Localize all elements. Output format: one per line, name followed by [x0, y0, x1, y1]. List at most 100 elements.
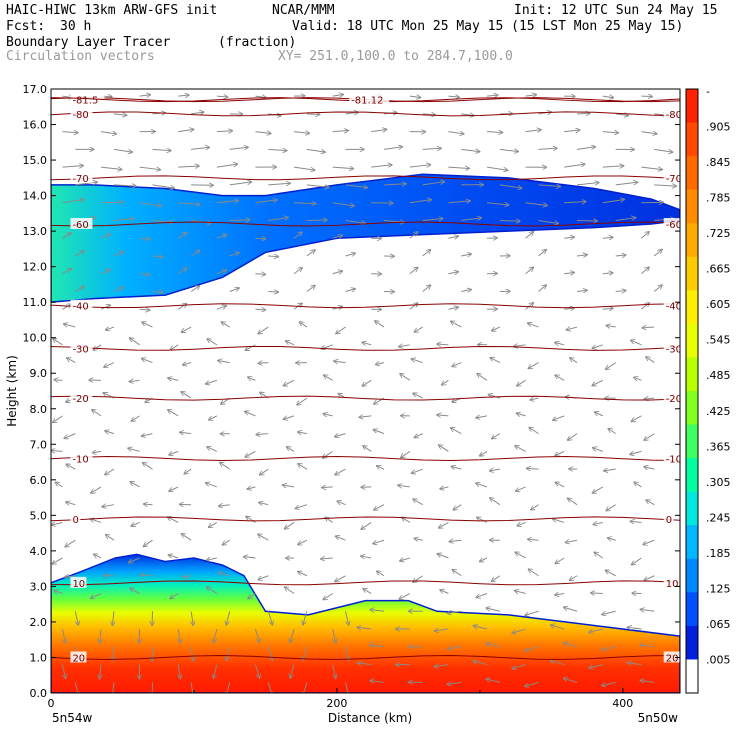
vector-arrow [283, 379, 295, 385]
vector-arrow [216, 200, 239, 202]
vector-arrow [287, 447, 295, 452]
colorbar: - .905 .845 .785 .725 .665 .605 .545 .485 .425 .36… [685, 85, 731, 694]
vector-arrow [486, 95, 498, 96]
vector-arrow [229, 147, 248, 149]
vector-arrow [409, 200, 431, 204]
vector-arrow [52, 557, 63, 564]
colorbar-label: .485 [706, 369, 731, 382]
vector-arrow [589, 628, 603, 632]
vector-arrow [643, 539, 655, 544]
vector-arrow [216, 235, 226, 239]
y-tick-label: 11.0 [23, 296, 48, 309]
vector-arrow [268, 256, 278, 257]
vector-arrow [628, 627, 642, 629]
y-tick-label: 15.0 [23, 154, 48, 167]
vector-arrow [631, 340, 642, 346]
isotherm-line [51, 175, 680, 181]
vector-arrow [332, 628, 336, 643]
isotherm-line [51, 395, 680, 401]
vector-arrow [65, 539, 76, 546]
upper-tracer-region [51, 173, 680, 303]
isotherm-label-bg [70, 452, 93, 464]
vector-arrow [514, 345, 526, 347]
vector-arrow [143, 463, 153, 470]
vector-arrow [206, 483, 218, 488]
vector-arrow [551, 625, 565, 630]
vector-arrow [490, 498, 501, 506]
vector-arrow [324, 375, 333, 381]
vector-arrow [169, 486, 179, 491]
vector-arrow [448, 167, 469, 168]
isotherm-label-bg [663, 342, 680, 354]
vector-arrow [209, 522, 218, 527]
isotherm-label: 10 [666, 579, 679, 590]
vector-arrow [296, 504, 308, 509]
vector-arrow [594, 552, 604, 559]
vector-arrow [139, 202, 161, 206]
vector-arrow [439, 522, 449, 527]
vector-arrow [91, 486, 102, 493]
vector-arrow [412, 468, 423, 473]
vector-arrow [248, 377, 256, 380]
isotherm-label: -60 [666, 220, 682, 231]
vector-arrow [451, 321, 462, 328]
vector-arrow [178, 628, 180, 643]
vector-arrow [602, 646, 616, 650]
vector-arrow [334, 361, 346, 363]
vector-arrow [54, 590, 63, 593]
y-axis-ticks: 0.0 1.0 2.0 3.0 4.0 5.0 6.0 7.0 8.0 9.0 10.0 11.0 12… [23, 83, 680, 700]
vector-arrow [630, 521, 642, 522]
vector-arrow [255, 132, 270, 134]
vector-arrow [538, 285, 546, 292]
colorbar-label: .065 [706, 618, 731, 631]
vector-arrow [218, 360, 230, 362]
vector-arrow [591, 593, 603, 594]
vector-arrow [602, 132, 618, 133]
vector-arrow [62, 166, 83, 168]
vector-arrow [52, 522, 63, 524]
vector-arrow [564, 308, 574, 309]
isotherm-label: 10 [72, 579, 85, 590]
vector-arrow [74, 611, 78, 625]
isotherm-label-bg [70, 218, 93, 230]
isotherm-line [51, 580, 680, 586]
vector-arrow [345, 184, 367, 188]
y-tick-label: 16.0 [23, 119, 48, 132]
vector-arrow [451, 428, 462, 435]
vector-arrow [476, 593, 488, 598]
vector-arrow [131, 521, 140, 526]
vector-arrow [303, 682, 308, 693]
vector-arrow [64, 433, 76, 439]
vector-arrow [630, 451, 642, 454]
vector-arrow [435, 665, 449, 667]
vector-arrow [65, 576, 76, 577]
vector-arrow [653, 285, 662, 292]
vector-arrow [362, 342, 372, 344]
isotherm-label-bg [349, 93, 390, 105]
y-tick-label: 2.0 [30, 616, 48, 629]
vector-arrow [477, 517, 488, 523]
vector-arrow [258, 326, 269, 334]
vector-arrow [247, 487, 256, 489]
vector-arrow [555, 343, 565, 345]
isotherm-label-bg [663, 576, 680, 588]
vector-arrow [256, 434, 269, 435]
vector-arrow [51, 451, 63, 452]
vector-arrow [139, 166, 161, 170]
circulation-vectors [51, 95, 676, 693]
isotherm-label-bg [70, 299, 93, 311]
vector-arrow [486, 644, 500, 648]
vector-arrow [66, 502, 76, 505]
isotherm-line [51, 654, 680, 660]
vector-arrow [105, 468, 115, 474]
vector-arrow [184, 468, 192, 474]
plot-frame [50, 88, 681, 694]
vector-arrow [555, 482, 565, 488]
vector-arrow [615, 114, 629, 116]
vector-arrow [102, 505, 114, 507]
vector-arrow [361, 522, 372, 529]
vector-arrow [476, 416, 488, 418]
vector-arrow [54, 380, 63, 381]
vector-arrow [259, 363, 269, 364]
vector-arrow [178, 664, 180, 679]
